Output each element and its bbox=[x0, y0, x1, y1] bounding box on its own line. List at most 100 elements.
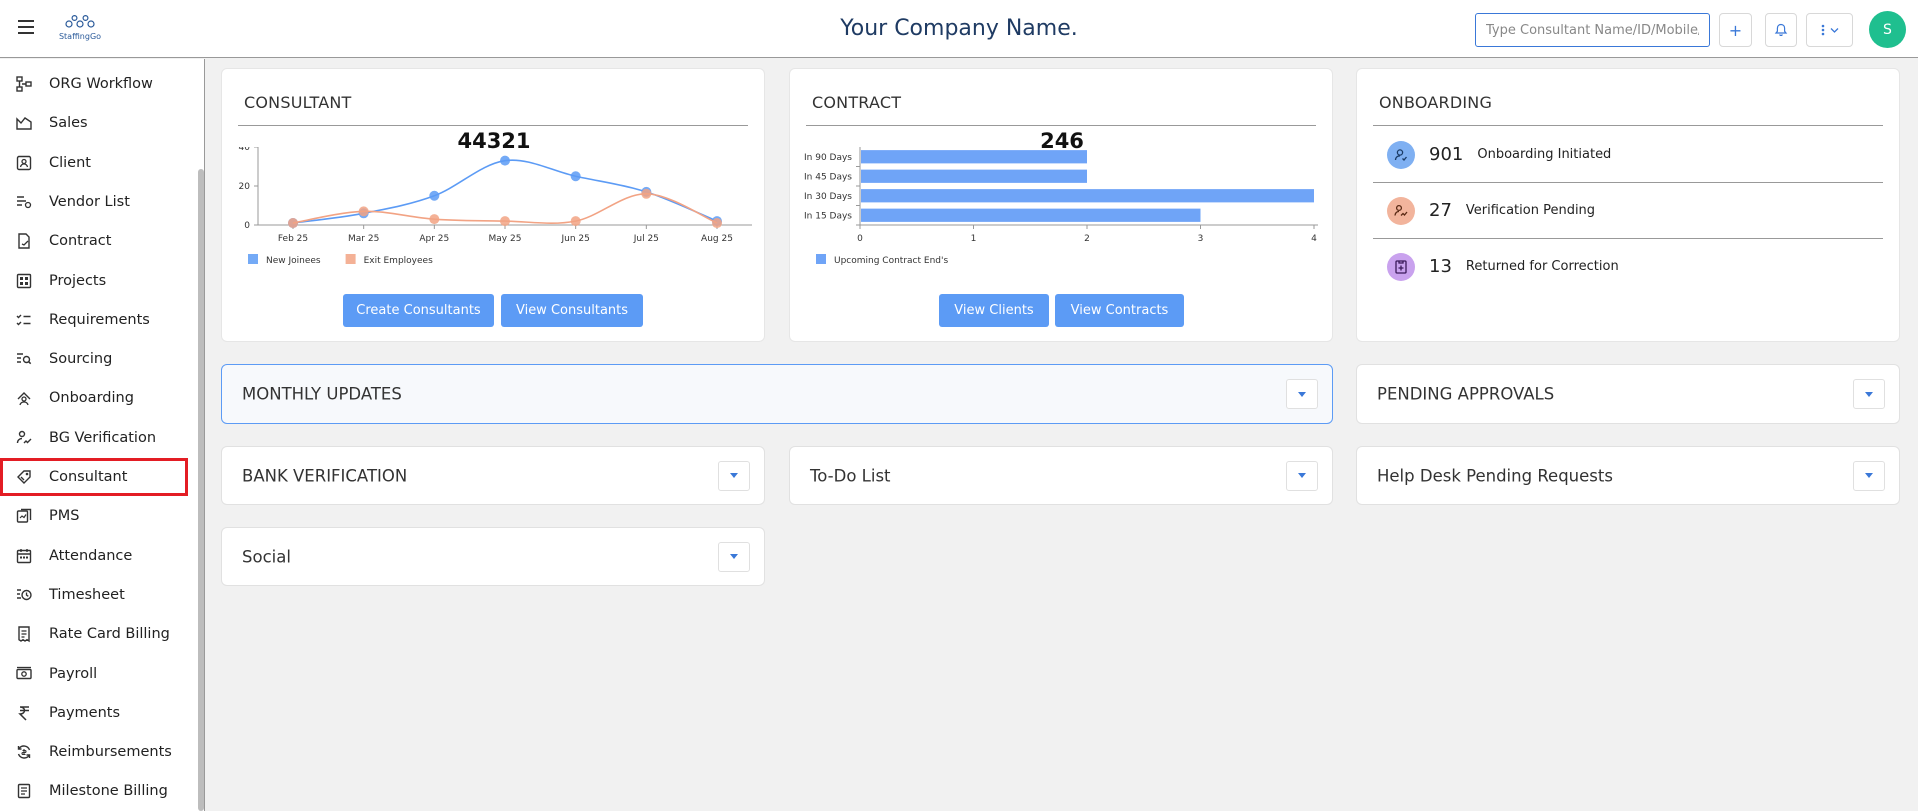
sidebar-item-label: Reimbursements bbox=[49, 744, 172, 761]
consultant-line-chart: 0 20 40 Feb 25 Mar 25 Apr 25 May 25 Jun 25 Jul 2… bbox=[239, 147, 752, 266]
pending-approvals-panel[interactable]: PENDING APPROVALS bbox=[1356, 364, 1900, 424]
rupee-icon bbox=[15, 704, 33, 722]
sidebar-item-label: Payroll bbox=[49, 665, 98, 682]
sidebar-item-projects[interactable]: Projects bbox=[0, 262, 188, 300]
todo-list-toggle[interactable] bbox=[1286, 460, 1318, 491]
consultant-card-title: CONSULTANT bbox=[244, 93, 352, 112]
view-consultants-button[interactable]: View Consultants bbox=[501, 294, 643, 327]
sidebar-item-bg-verification[interactable]: BG Verification bbox=[0, 419, 188, 457]
create-consultants-button[interactable]: Create Consultants bbox=[343, 294, 494, 327]
sidebar-item-attendance[interactable]: Attendance bbox=[0, 537, 188, 575]
x-tick-label: 3 bbox=[1198, 234, 1204, 244]
bell-icon bbox=[1774, 23, 1788, 37]
sidebar-item-payroll[interactable]: Payroll bbox=[0, 655, 188, 693]
y-tick-label: In 45 Days bbox=[804, 172, 852, 182]
pending-approvals-toggle[interactable] bbox=[1853, 379, 1885, 409]
add-button[interactable]: + bbox=[1719, 13, 1752, 47]
sidebar-item-consultant[interactable]: Consultant bbox=[0, 458, 188, 496]
social-toggle[interactable] bbox=[718, 541, 750, 572]
legend-label: Upcoming Contract End's bbox=[834, 256, 948, 266]
todo-list-title: To-Do List bbox=[810, 466, 891, 485]
x-tick-label: 0 bbox=[857, 234, 863, 244]
returned-for-correction-label: Returned for Correction bbox=[1465, 259, 1619, 274]
onboarding-card: ONBOARDING 901 Onboarding Initiated 27 V… bbox=[1356, 68, 1900, 342]
contract-card: CONTRACT 246 0 1 2 3 4 In 90 Days In 45 Days In… bbox=[789, 68, 1333, 342]
x-tick-label: Aug 25 bbox=[701, 234, 733, 244]
bar bbox=[861, 150, 1087, 164]
sidebar-item-milestone-billing[interactable]: Milestone Billing bbox=[0, 772, 188, 810]
sidebar-item-timesheet[interactable]: Timesheet bbox=[0, 576, 188, 614]
helpdesk-toggle[interactable] bbox=[1853, 460, 1885, 491]
bank-verification-toggle[interactable] bbox=[718, 460, 750, 491]
app-logo[interactable]: StaffingGo bbox=[52, 14, 108, 44]
sidebar: ORG Workflow Sales Client Vendor List Contra… bbox=[0, 59, 204, 811]
top-header: StaffingGo Your Company Name. + S bbox=[0, 0, 1918, 58]
verification-pending-label: Verification Pending bbox=[1465, 203, 1596, 218]
monthly-updates-panel[interactable]: MONTHLY UPDATES bbox=[221, 364, 1333, 424]
sidebar-item-label: PMS bbox=[49, 508, 80, 525]
x-tick-label: Mar 25 bbox=[348, 234, 379, 244]
refund-icon bbox=[15, 743, 33, 761]
caret-down-icon bbox=[730, 554, 738, 559]
notifications-button[interactable] bbox=[1765, 13, 1797, 47]
sidebar-scrollbar[interactable] bbox=[198, 169, 204, 811]
sidebar-item-label: BG Verification bbox=[49, 429, 157, 446]
y-tick-label: In 30 Days bbox=[804, 192, 852, 202]
verification-pending-row[interactable]: 27 Verification Pending bbox=[1373, 183, 1883, 238]
sidebar-item-requirements[interactable]: Requirements bbox=[0, 301, 188, 339]
caret-down-icon bbox=[1298, 473, 1306, 478]
social-panel[interactable]: Social bbox=[221, 527, 765, 586]
bank-verification-panel[interactable]: BANK VERIFICATION bbox=[221, 446, 765, 505]
hamburger-menu-icon[interactable] bbox=[18, 20, 34, 34]
pending-approvals-title: PENDING APPROVALS bbox=[1377, 384, 1555, 404]
caret-down-icon bbox=[1865, 473, 1873, 478]
view-contracts-button[interactable]: View Contracts bbox=[1055, 294, 1184, 327]
sidebar-item-contract[interactable]: Contract bbox=[0, 222, 188, 260]
y-tick-label: In 90 Days bbox=[804, 153, 852, 163]
client-card-icon bbox=[15, 154, 33, 172]
sidebar-item-label: Contract bbox=[49, 233, 112, 250]
sidebar-item-pms[interactable]: PMS bbox=[0, 497, 188, 535]
x-tick-label: May 25 bbox=[489, 234, 522, 244]
onboarding-initiated-row[interactable]: 901 Onboarding Initiated bbox=[1373, 127, 1883, 182]
sidebar-item-label: Consultant bbox=[49, 469, 128, 485]
sidebar-item-payments[interactable]: Payments bbox=[0, 694, 188, 732]
helpdesk-panel[interactable]: Help Desk Pending Requests bbox=[1356, 446, 1900, 505]
contract-card-title: CONTRACT bbox=[812, 93, 902, 112]
data-point bbox=[712, 218, 722, 229]
data-point bbox=[500, 216, 510, 227]
x-tick-label: 4 bbox=[1311, 234, 1317, 244]
sidebar-item-sales[interactable]: Sales bbox=[0, 104, 188, 142]
view-clients-button[interactable]: View Clients bbox=[939, 294, 1049, 327]
sidebar-item-rate-card-billing[interactable]: Rate Card Billing bbox=[0, 615, 188, 653]
signature-verify-icon bbox=[1387, 196, 1415, 225]
monthly-updates-toggle[interactable] bbox=[1286, 379, 1318, 409]
sidebar-item-sourcing[interactable]: Sourcing bbox=[0, 340, 188, 378]
more-options-dropdown[interactable] bbox=[1806, 13, 1853, 47]
x-tick-label: 2 bbox=[1084, 234, 1090, 244]
onboarding-initiated-label: Onboarding Initiated bbox=[1477, 147, 1612, 162]
data-point bbox=[358, 206, 369, 217]
sidebar-item-label: Sourcing bbox=[49, 351, 113, 368]
data-point bbox=[500, 155, 510, 166]
sidebar-item-label: Timesheet bbox=[49, 586, 125, 603]
legend-swatch bbox=[816, 254, 826, 264]
sidebar-item-label: Sales bbox=[49, 115, 88, 132]
sidebar-item-client[interactable]: Client bbox=[0, 144, 188, 182]
todo-list-panel[interactable]: To-Do List bbox=[789, 446, 1333, 505]
calendar-icon bbox=[15, 547, 33, 565]
consultant-search-input[interactable] bbox=[1475, 13, 1710, 47]
sidebar-item-label: Vendor List bbox=[49, 193, 130, 210]
sidebar-item-org-workflow[interactable]: ORG Workflow bbox=[0, 65, 188, 103]
sidebar-item-onboarding[interactable]: Onboarding bbox=[0, 379, 188, 417]
returned-for-correction-row[interactable]: 13 Returned for Correction bbox=[1373, 239, 1883, 294]
sidebar-item-label: Milestone Billing bbox=[49, 783, 168, 800]
x-tick-label: Jul 25 bbox=[633, 234, 659, 244]
x-tick-label: Feb 25 bbox=[278, 234, 308, 244]
workflow-icon bbox=[15, 75, 33, 93]
divider bbox=[806, 125, 1316, 126]
sidebar-item-vendor-list[interactable]: Vendor List bbox=[0, 183, 188, 221]
checklist-icon bbox=[15, 311, 33, 329]
user-avatar[interactable]: S bbox=[1869, 11, 1906, 48]
sidebar-item-reimbursements[interactable]: Reimbursements bbox=[0, 733, 188, 771]
